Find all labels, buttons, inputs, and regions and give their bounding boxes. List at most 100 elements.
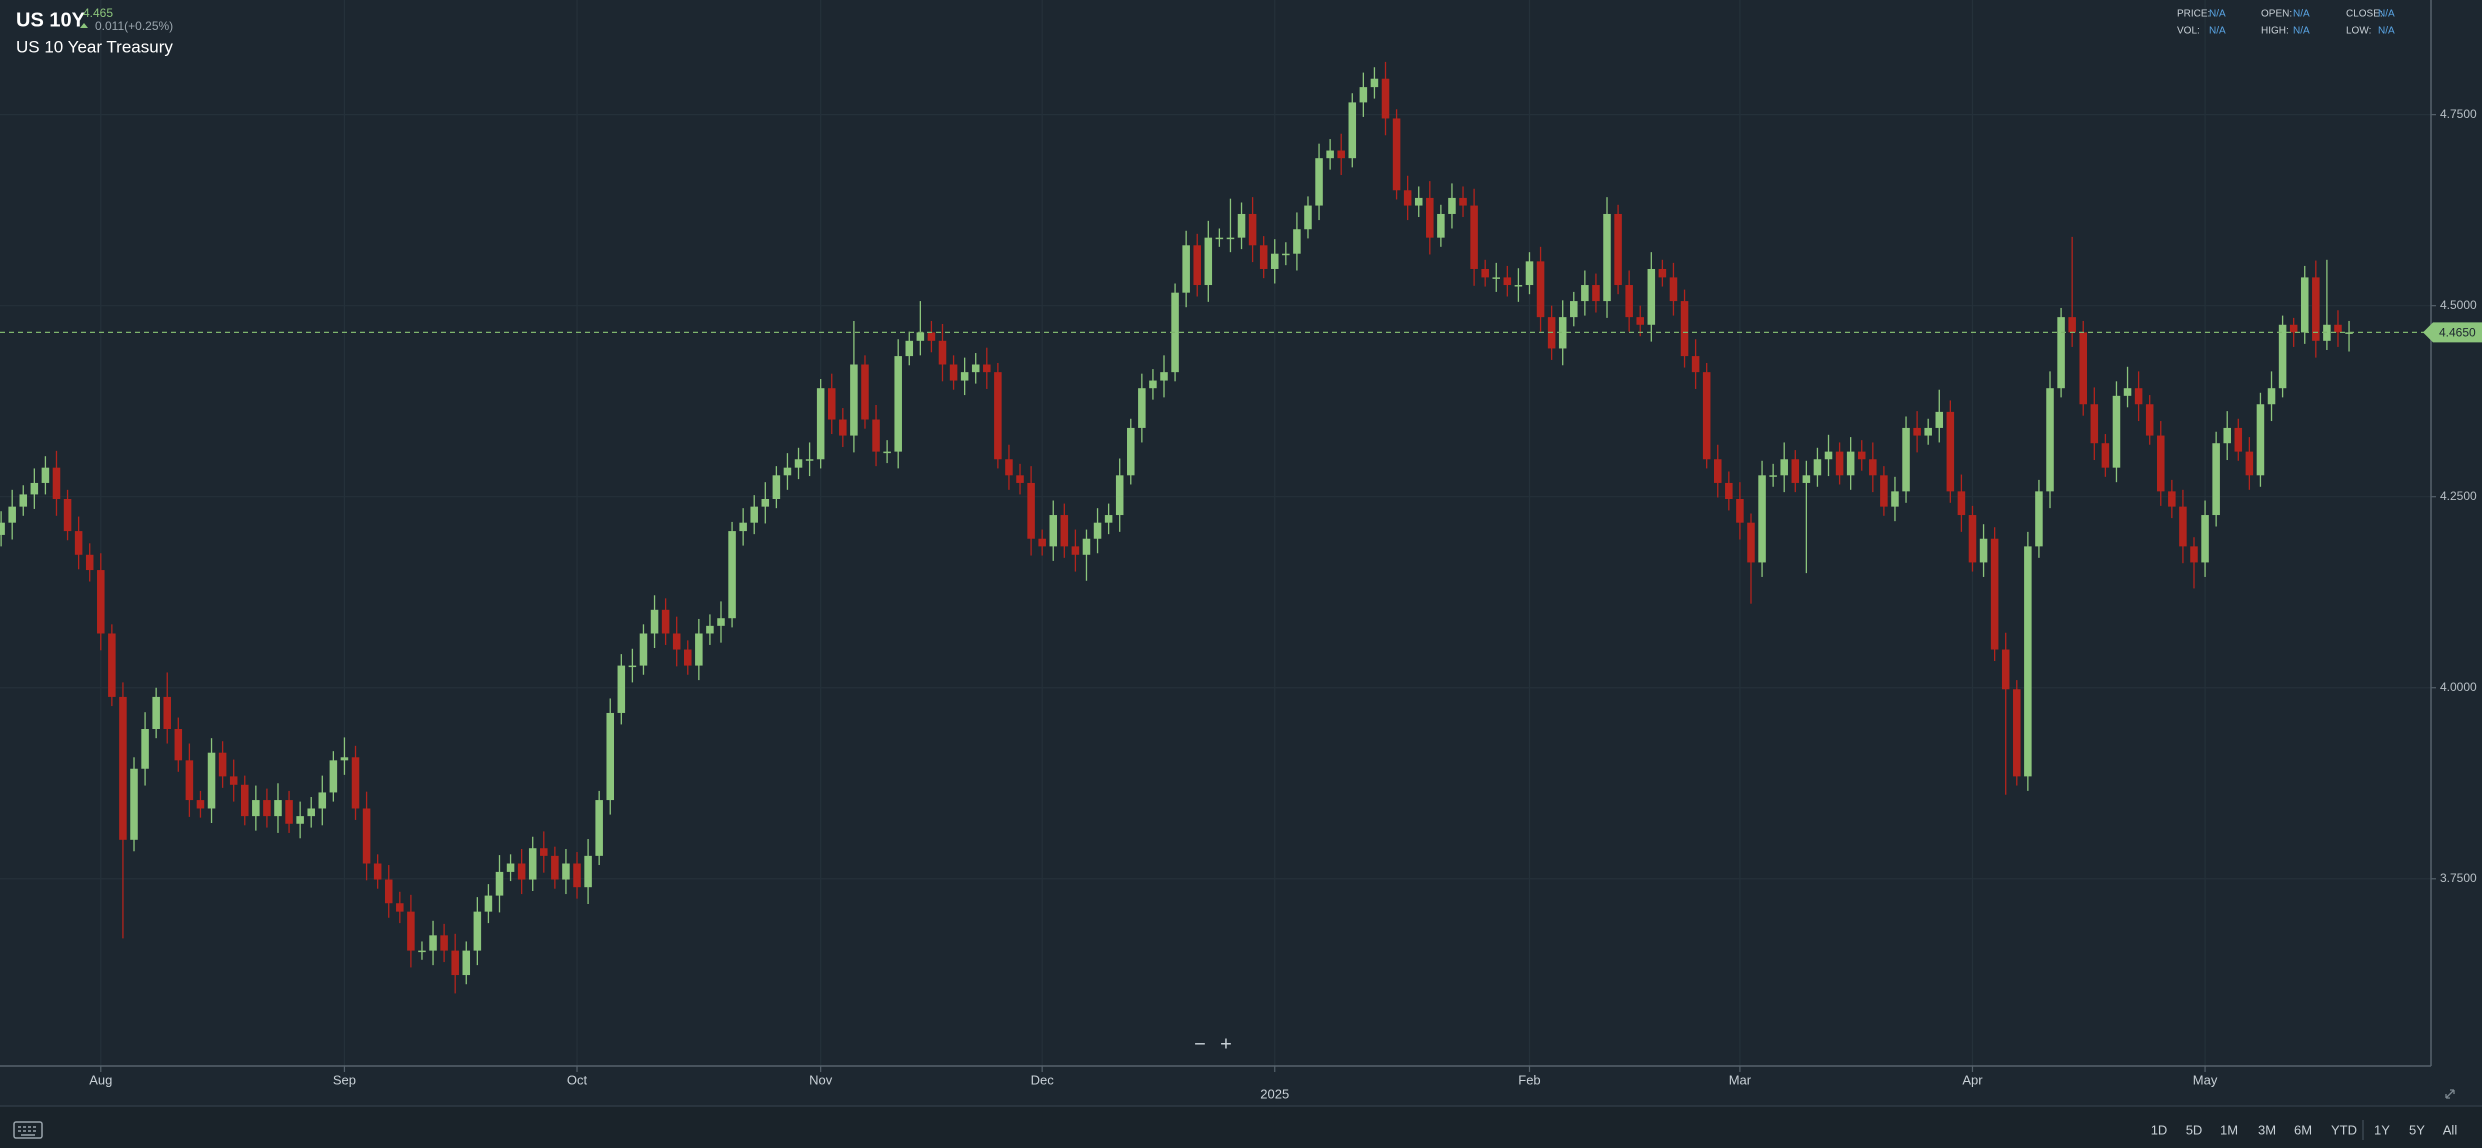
candle-body — [1370, 78, 1379, 88]
candle-body — [1924, 427, 1932, 436]
candle-body — [1592, 285, 1600, 302]
candle-body — [1492, 277, 1501, 279]
candle-body — [1647, 268, 1656, 325]
candle-body — [1747, 522, 1755, 563]
zoom-out[interactable]: − — [1194, 1033, 1206, 1055]
candles — [0, 61, 2431, 994]
axes: 3.7500 4.0000 4.2500 4.5000 4.7500 Aug Sep Oct N… — [89, 107, 2482, 1101]
candle-body — [384, 879, 393, 904]
candle-body — [85, 554, 94, 571]
x-tick-label: May — [2193, 1072, 2218, 1087]
candle-body — [2267, 388, 2276, 405]
range-button[interactable]: 6M — [2294, 1122, 2312, 1137]
range-button[interactable]: 3M — [2258, 1122, 2276, 1137]
candle-body — [2035, 491, 2043, 547]
range-button[interactable]: YTD — [2331, 1122, 2357, 1137]
candle-body — [351, 757, 360, 809]
candle-body — [152, 696, 160, 730]
info-value: N/A — [2378, 9, 2395, 20]
candle-body — [285, 800, 293, 824]
candle-body — [1603, 213, 1611, 302]
candle-body — [2201, 515, 2209, 563]
candle-body — [1802, 475, 1811, 483]
candle-body — [1625, 285, 1633, 318]
candle-body — [2079, 332, 2088, 405]
candle-body — [1282, 253, 1290, 256]
candle-body — [938, 340, 947, 365]
candle-body — [2234, 427, 2243, 452]
candle-body — [1702, 372, 1711, 460]
candle-body — [2145, 404, 2154, 436]
range-button[interactable]: 1M — [2220, 1122, 2238, 1137]
candle-body — [185, 760, 194, 801]
candle-body — [1913, 427, 1921, 436]
expand-icon[interactable] — [2445, 1089, 2455, 1099]
x-tick-label: 2025 — [1260, 1086, 1289, 1101]
bottom-bar — [0, 1106, 2482, 1148]
candle-body — [440, 935, 448, 951]
symbol: US 10Y — [16, 9, 86, 31]
keyboard-icon[interactable] — [13, 1121, 43, 1139]
range-button[interactable]: 5D — [2186, 1122, 2203, 1137]
candle-body — [562, 863, 570, 880]
candle-body — [1514, 285, 1523, 287]
candle-body — [2013, 689, 2021, 777]
candle-body — [1038, 538, 1046, 547]
candle-body — [606, 712, 615, 801]
candle-body — [8, 506, 16, 523]
candle-body — [883, 451, 891, 454]
x-tick-label: Aug — [89, 1072, 112, 1087]
candle-body — [1736, 498, 1744, 523]
candle-body — [407, 911, 415, 951]
candle-body — [1636, 317, 1644, 325]
candle-body — [1215, 237, 1224, 240]
candle-body — [119, 696, 127, 840]
candle-body — [551, 855, 559, 880]
candle-body — [2046, 388, 2054, 492]
candle-body — [1226, 237, 1235, 240]
candle-body — [1990, 538, 1999, 650]
range-button[interactable]: 1D — [2151, 1122, 2168, 1137]
x-tick-label: Sep — [333, 1072, 356, 1087]
candle-body — [772, 475, 781, 499]
candle-body — [1204, 237, 1213, 286]
x-tick-label: Feb — [1518, 1072, 1540, 1087]
candle-body — [30, 482, 39, 495]
candle-body — [2289, 324, 2298, 333]
candle-body — [639, 633, 648, 666]
candle-body — [1813, 459, 1822, 476]
range-button[interactable]: All — [2443, 1122, 2458, 1137]
candle-body — [2334, 324, 2342, 333]
candle-body — [1182, 245, 1190, 293]
candle-body — [650, 609, 659, 634]
zoom-in[interactable]: + — [1220, 1033, 1232, 1055]
range-button[interactable]: 5Y — [2409, 1122, 2425, 1137]
candle-body — [1846, 451, 1855, 476]
candle-body — [728, 531, 736, 619]
candle-body — [1570, 301, 1578, 318]
candle-body — [1713, 459, 1722, 483]
candle-body — [1780, 459, 1788, 476]
candle-body — [1171, 292, 1179, 373]
candle-body — [1902, 427, 1910, 492]
candle-body — [1835, 451, 1844, 476]
range-button[interactable]: 1Y — [2374, 1122, 2390, 1137]
candle-body — [894, 356, 902, 452]
x-tick-label: Oct — [567, 1072, 588, 1087]
candle-body — [628, 665, 637, 668]
candle-body — [905, 340, 914, 357]
candle-body — [1193, 245, 1201, 286]
candle-body — [1581, 285, 1589, 302]
candle-body — [1935, 411, 1944, 428]
candle-body — [1957, 491, 1966, 516]
x-tick-label: Nov — [809, 1072, 833, 1087]
candle-body — [872, 419, 880, 452]
candle-body — [1470, 205, 1478, 269]
candle-body — [41, 467, 50, 483]
candle-body — [1082, 538, 1091, 555]
candle-body — [2123, 388, 2132, 396]
candle-body — [196, 800, 205, 809]
candle-body — [1669, 277, 1678, 302]
candle-body — [1337, 150, 1345, 159]
